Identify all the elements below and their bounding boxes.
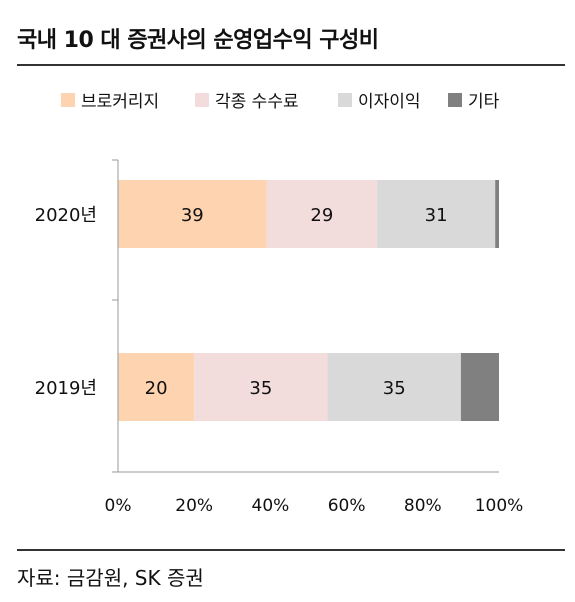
x-tick-label-4: 60%	[328, 496, 366, 516]
legend-swatch-3	[338, 93, 352, 107]
stacked-bar-chart: 브로커리지 각종 수수료 이자이익 기타 39 29 31 2020년 20 35 35 2019년 0…	[35, 92, 524, 516]
source-note: 자료: 금감원, SK 증권	[17, 566, 204, 590]
data-label-2-3: 35	[383, 378, 406, 399]
category-label-2: 2019년	[35, 378, 97, 399]
legend-label-2: 각종 수수료	[215, 92, 299, 112]
x-tick-label-3: 40%	[252, 496, 290, 516]
bar-2-segment-1	[118, 353, 195, 421]
legend-label-1: 브로커리지	[81, 92, 159, 112]
legend-label-3: 이자이익	[358, 92, 421, 112]
data-label-2-2: 35	[249, 378, 272, 399]
title-rule	[17, 64, 565, 66]
legend-swatch-1	[61, 93, 75, 107]
x-tick-label-5: 80%	[404, 496, 442, 516]
x-tick-label-6: 100%	[475, 496, 524, 516]
legend-swatch-4	[448, 93, 462, 107]
bar-1-segment-1	[118, 180, 267, 248]
bar-1-segment-4	[495, 180, 499, 248]
category-label-1: 2020년	[35, 205, 97, 226]
legend-swatch-2	[195, 93, 209, 107]
bar-1-segment-2	[266, 180, 378, 248]
bar-2-segment-2	[194, 353, 328, 421]
data-label-2-1: 20	[145, 378, 168, 399]
source-rule	[17, 549, 565, 551]
data-label-1-2: 29	[310, 205, 333, 226]
bar-2-segment-3	[327, 353, 461, 421]
bar-2-segment-4	[460, 353, 499, 421]
bar-1-segment-3	[377, 180, 496, 248]
data-label-1-3: 31	[425, 205, 448, 226]
x-tick-label-1: 0%	[105, 496, 132, 516]
chart-title: 국내 10 대 증권사의 순영업수익 구성비	[17, 28, 379, 53]
data-label-1-1: 39	[181, 205, 204, 226]
legend-label-4: 기타	[468, 92, 500, 112]
x-tick-label-2: 20%	[175, 496, 213, 516]
